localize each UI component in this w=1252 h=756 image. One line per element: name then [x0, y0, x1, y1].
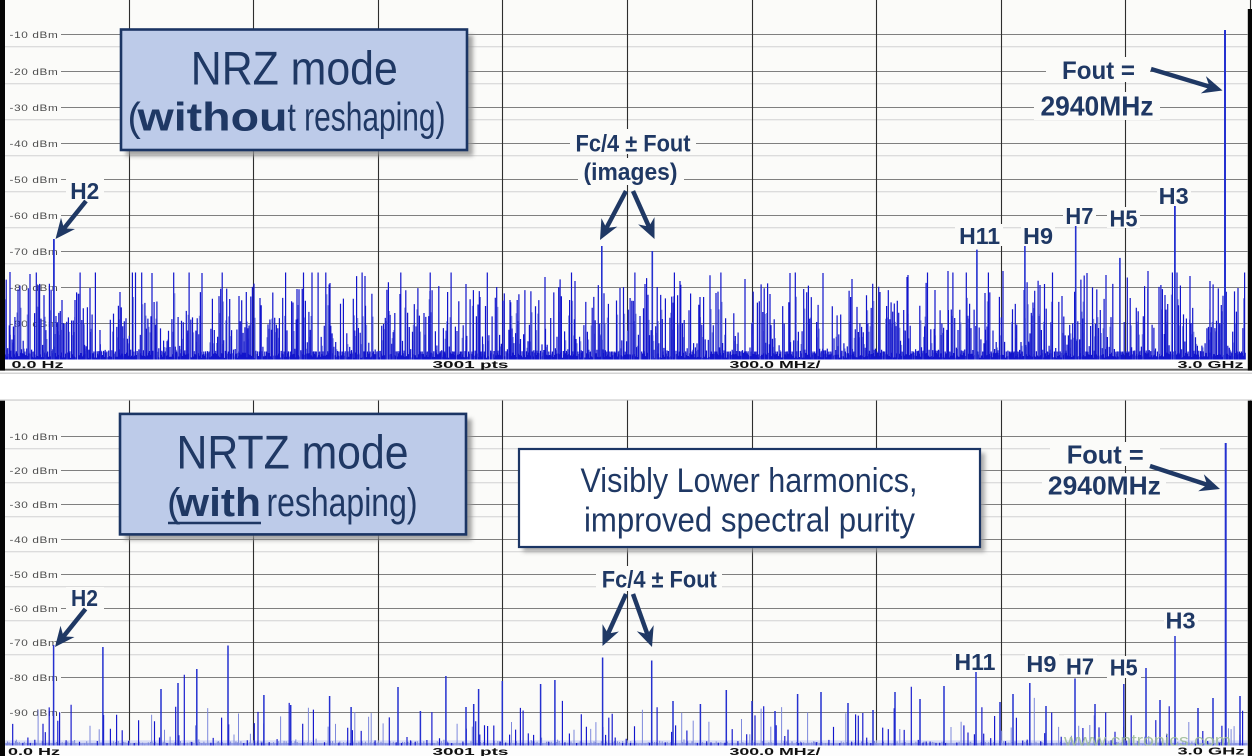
svg-text:Fout =: Fout =	[1062, 57, 1135, 85]
svg-text:-20 dBm: -20 dBm	[10, 466, 59, 476]
svg-text:300.0 MHz/: 300.0 MHz/	[730, 746, 821, 756]
svg-text:-10 dBm: -10 dBm	[10, 432, 59, 442]
svg-text:300.0 MHz/: 300.0 MHz/	[730, 359, 821, 371]
svg-text:(: (	[128, 96, 142, 140]
svg-text:Fc/4 ± Fout: Fc/4 ± Fout	[576, 130, 691, 157]
svg-text:H3: H3	[1166, 608, 1196, 634]
svg-text:(images): (images)	[584, 159, 678, 186]
svg-text:3001 pts: 3001 pts	[433, 359, 509, 371]
svg-text:2940MHz: 2940MHz	[1041, 91, 1154, 122]
svg-text:-80 dBm: -80 dBm	[10, 283, 59, 293]
svg-text:(: (	[167, 481, 181, 525]
svg-text:H9: H9	[1023, 223, 1053, 249]
svg-text:with: with	[175, 481, 261, 525]
svg-text:Fc/4 ± Fout: Fc/4 ± Fout	[602, 567, 717, 594]
svg-text:0.0 Hz: 0.0 Hz	[12, 359, 64, 371]
svg-text:H2: H2	[70, 178, 99, 204]
svg-text:H2: H2	[71, 585, 98, 611]
svg-text:H7: H7	[1066, 654, 1094, 680]
svg-text:-30 dBm: -30 dBm	[10, 500, 59, 510]
svg-text:-50 dBm: -50 dBm	[10, 175, 59, 185]
svg-text:H5: H5	[1110, 655, 1138, 681]
svg-text:Fout =: Fout =	[1067, 440, 1144, 470]
svg-text:-90 dBm: -90 dBm	[10, 319, 59, 329]
svg-text:-60 dBm: -60 dBm	[10, 604, 59, 614]
svg-text:NRTZ mode: NRTZ mode	[177, 426, 409, 479]
svg-text:t reshaping): t reshaping)	[288, 96, 446, 140]
svg-text:reshaping): reshaping)	[267, 481, 418, 525]
svg-text:-70 dBm: -70 dBm	[10, 638, 59, 648]
svg-text:H7: H7	[1065, 203, 1093, 229]
svg-text:-90 dBm: -90 dBm	[10, 708, 59, 718]
svg-text:-50 dBm: -50 dBm	[10, 570, 59, 580]
svg-text:H9: H9	[1026, 651, 1056, 677]
svg-text:www.cntronics.com: www.cntronics.com	[1063, 732, 1231, 750]
svg-text:improved spectral purity: improved spectral purity	[584, 502, 915, 540]
svg-text:3.0 GHz: 3.0 GHz	[1178, 359, 1244, 371]
svg-text:NRZ mode: NRZ mode	[191, 42, 398, 95]
svg-text:H11: H11	[955, 649, 996, 675]
svg-text:3001 pts: 3001 pts	[433, 746, 509, 756]
svg-text:-40 dBm: -40 dBm	[10, 535, 59, 545]
svg-text:-20 dBm: -20 dBm	[10, 67, 59, 77]
svg-text:-80 dBm: -80 dBm	[10, 673, 59, 683]
svg-text:-40 dBm: -40 dBm	[10, 139, 59, 149]
svg-text:-30 dBm: -30 dBm	[10, 103, 59, 113]
svg-text:-10 dBm: -10 dBm	[10, 30, 59, 40]
svg-text:0.0 Hz: 0.0 Hz	[8, 746, 60, 756]
svg-text:-70 dBm: -70 dBm	[10, 247, 59, 257]
svg-text:withou: withou	[136, 96, 287, 140]
svg-text:2940MHz: 2940MHz	[1048, 471, 1161, 501]
svg-text:H3: H3	[1159, 183, 1189, 209]
svg-text:H11: H11	[959, 223, 1000, 249]
svg-text:Visibly Lower harmonics,: Visibly Lower harmonics,	[581, 462, 918, 500]
svg-text:-60 dBm: -60 dBm	[10, 211, 59, 221]
svg-text:3.0 GHz: 3.0 GHz	[1178, 746, 1245, 756]
svg-text:H5: H5	[1110, 206, 1138, 232]
